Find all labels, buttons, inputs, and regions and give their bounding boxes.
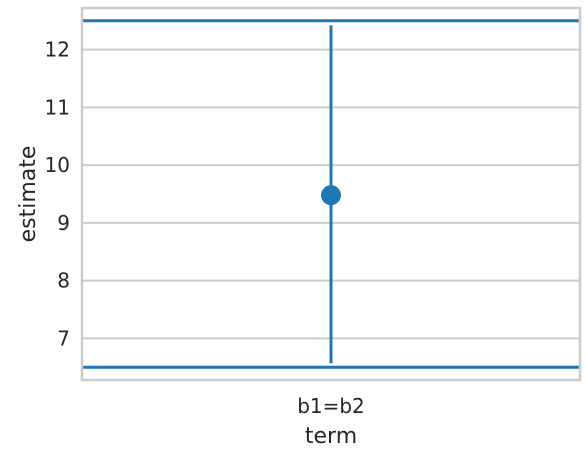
y-tick-label-8: 8 (57, 269, 70, 293)
x-tick-label: b1=b2 (297, 394, 365, 418)
estimate-point (321, 185, 341, 206)
x-tick-labels: b1=b2 (297, 394, 365, 418)
y-tick-label-11: 11 (45, 95, 70, 119)
y-tick-label-9: 9 (57, 211, 70, 235)
y-tick-labels: 7 8 9 10 11 12 (45, 38, 70, 351)
marks (321, 25, 341, 364)
x-axis-label: term (305, 424, 357, 449)
y-axis-label: estimate (16, 146, 41, 243)
y-tick-label-10: 10 (45, 153, 70, 177)
reference-lines (82, 19, 580, 369)
plot-frame (80, 6, 582, 382)
y-tick-label-7: 7 (57, 326, 70, 350)
y-tick-label-12: 12 (45, 38, 70, 62)
